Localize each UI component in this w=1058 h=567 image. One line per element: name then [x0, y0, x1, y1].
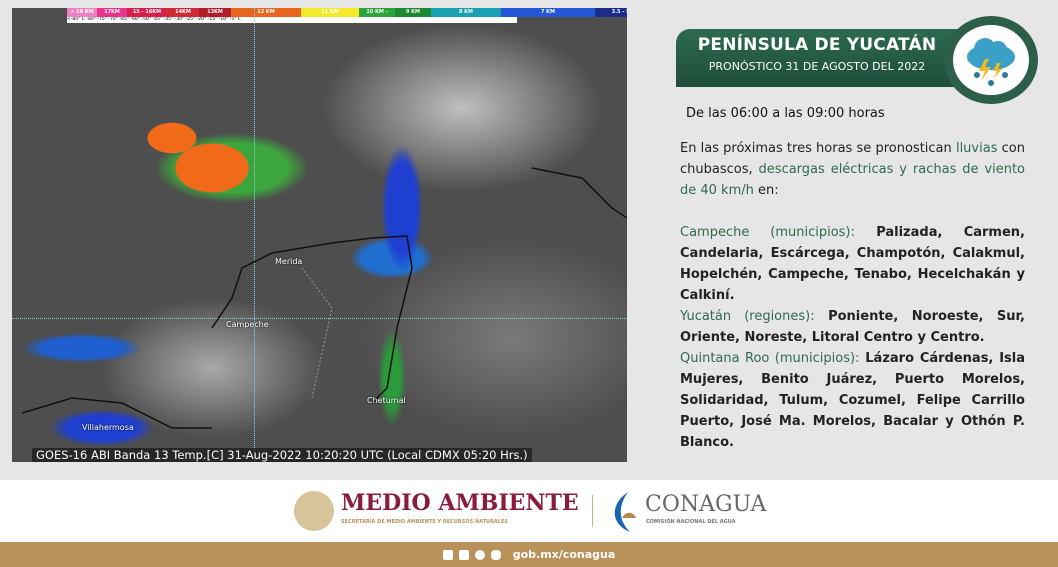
satellite-image: > 18 KM 17KM 15 - 16KM 14KM 13KM 12 KM 11 KM 10… — [12, 8, 627, 462]
state-campeche: Campeche (municipios): Palizada, Carmen,… — [680, 222, 1025, 306]
weather-badge — [944, 16, 1038, 104]
state-name: Yucatán (regiones): — [680, 309, 815, 324]
state-quintana-roo: Quintana Roo (municipios): Lázaro Cárden… — [680, 348, 1025, 453]
state-name: Quintana Roo (municipios): — [680, 351, 860, 366]
scale-segment: 8 KM — [431, 8, 501, 17]
color-scale: > 18 KM 17KM 15 - 16KM 14KM 13KM 12 KM 11 KM 10… — [67, 8, 627, 22]
scale-segment: 14KM — [167, 8, 199, 17]
storm-cloud-icon — [967, 38, 1015, 86]
header-banner: PENÍNSULA DE YUCATÁN PRONÓSTICO 31 DE AG… — [676, 29, 958, 87]
city-label: Chetumal — [367, 396, 406, 405]
instagram-icon[interactable] — [474, 549, 485, 560]
color-scale-ticks: <-80° C -80° -75° -70° -65° -60° -50° -4… — [67, 17, 517, 23]
city-label: Campeche — [226, 320, 269, 329]
logos-bar: MEDIO AMBIENTE SECRETARÍA DE MEDIO AMBIE… — [0, 480, 1058, 542]
conagua-logo-icon — [614, 492, 636, 532]
image-caption: GOES-16 ABI Banda 13 Temp.[C] 31-Aug-202… — [32, 448, 532, 462]
mexico-seal-icon — [294, 491, 334, 531]
scale-segment: 13KM — [199, 8, 231, 17]
gridline — [12, 318, 627, 319]
footer: gob.mx/conagua — [0, 542, 1058, 567]
text: En las próximas tres horas se pronostica… — [680, 141, 956, 156]
facebook-icon[interactable] — [442, 549, 453, 560]
city-label: Merida — [275, 257, 303, 266]
scale-segment: 3.5 - 5KM — [595, 8, 627, 17]
state-name: Campeche (municipios): — [680, 225, 855, 240]
divider — [592, 495, 593, 527]
youtube-icon[interactable] — [490, 549, 501, 560]
scale-segment: 7 KM — [501, 8, 595, 17]
highlight: lluvias — [955, 141, 998, 156]
twitter-icon[interactable] — [458, 549, 469, 560]
semarnat-logo: MEDIO AMBIENTE — [341, 490, 579, 516]
text: en: — [753, 183, 779, 198]
scale-segment: 17KM — [97, 8, 127, 17]
coastline — [21, 167, 627, 429]
highlight: descargas eléctricas y rachas de viento … — [680, 162, 1026, 198]
conagua-subtitle: COMISIÓN NACIONAL DEL AGUA — [646, 519, 736, 525]
scale-segment: 12 KM — [231, 8, 301, 17]
semarnat-subtitle: SECRETARÍA DE MEDIO AMBIENTE Y RECURSOS … — [341, 519, 509, 525]
text: con chubascos, — [680, 141, 1025, 177]
scale-segment: 10 KM - — [359, 8, 395, 17]
forecast-text: En las próximas tres horas se pronostica… — [680, 138, 1025, 453]
state-list: Poniente, Noroeste, Sur, Oriente, Norest… — [680, 309, 1025, 345]
state-list: Palizada, Carmen, Candelaria, Escárcega,… — [680, 225, 1025, 303]
state-list: Lázaro Cárdenas, Isla Mujeres, Benito Ju… — [680, 351, 1025, 450]
scale-segment: 9 KM — [395, 8, 431, 17]
scale-segment: 11 KM — [301, 8, 359, 17]
city-label: Villahermosa — [82, 423, 134, 432]
footer-url[interactable]: gob.mx/conagua — [512, 548, 616, 561]
page-title: PENÍNSULA DE YUCATÁN — [697, 35, 937, 55]
conagua-logo: CONAGUA — [645, 492, 767, 517]
time-range: De las 06:00 a las 09:00 horas — [686, 106, 885, 121]
gridline — [254, 8, 255, 462]
state-yucatan: Yucatán (regiones): Poniente, Noroeste, … — [680, 306, 1025, 348]
scale-segment: > 18 KM — [67, 8, 97, 17]
scale-segment: 15 - 16KM — [127, 8, 167, 17]
page-subtitle: PRONÓSTICO 31 DE AGOSTO DEL 2022 — [708, 60, 926, 73]
